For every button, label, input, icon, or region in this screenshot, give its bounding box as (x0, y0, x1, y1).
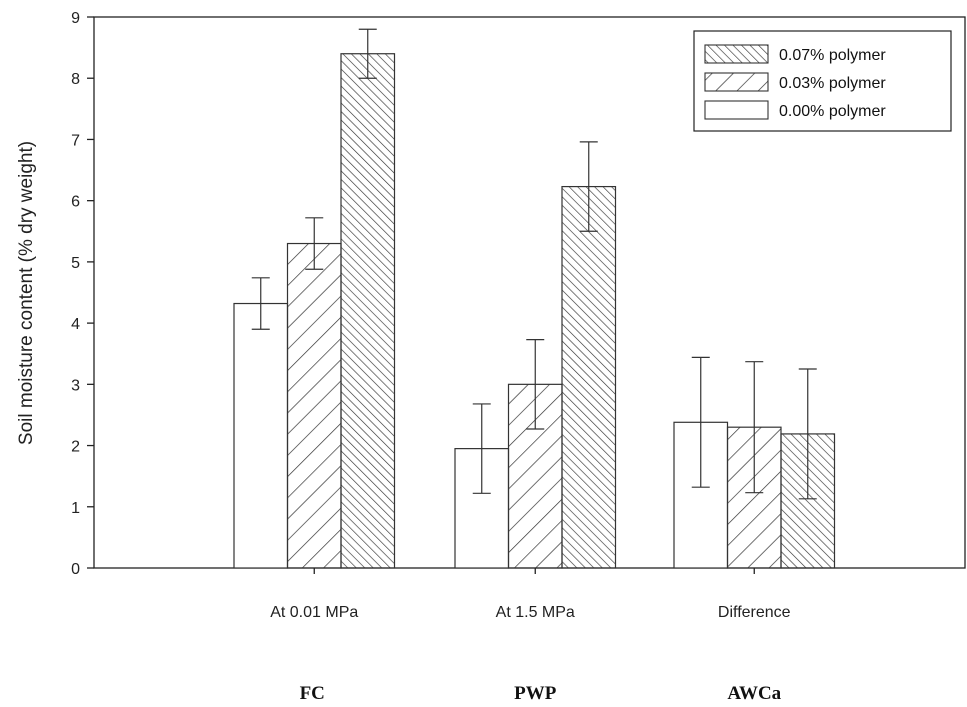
y-tick-label: 8 (71, 71, 80, 88)
x-tick-label: Difference (718, 604, 791, 621)
bar (233, 302, 289, 569)
legend: 0.07% polymer 0.03% polymer 0.00% polymer (693, 30, 952, 132)
y-tick-label: 2 (71, 439, 80, 456)
legend-label: 0.00% polymer (779, 103, 886, 120)
legend-swatch (704, 44, 769, 64)
legend-swatch (704, 72, 769, 92)
y-tick-label: 7 (71, 132, 80, 149)
bars-layer (233, 28, 836, 569)
y-tick-label: 0 (71, 561, 80, 578)
group-label: AWCa (727, 683, 781, 704)
y-tick-label: 6 (71, 194, 80, 211)
x-axis: At 0.01 MPa FC At 1.5 MPa PWP Difference AWCa (270, 568, 791, 704)
y-tick-label: 5 (71, 255, 80, 272)
y-tick-label: 9 (71, 10, 80, 27)
x-tick-label: At 1.5 MPa (496, 604, 575, 621)
y-tick-label: 4 (71, 316, 80, 333)
y-axis: 0 1 2 3 4 5 6 7 8 9 (71, 10, 94, 578)
bar (561, 185, 617, 569)
legend-swatch (704, 100, 769, 120)
legend-label: 0.07% polymer (779, 47, 886, 64)
y-tick-label: 1 (71, 500, 80, 517)
y-axis-title: Soil moisture content (% dry weight) (16, 141, 37, 445)
bar (340, 53, 396, 569)
y-tick-label: 3 (71, 377, 80, 394)
x-tick-label: At 0.01 MPa (270, 604, 358, 621)
bar (286, 242, 342, 569)
group-label: FC (300, 683, 325, 704)
group-label: PWP (514, 683, 557, 704)
legend-label: 0.03% polymer (779, 75, 886, 92)
